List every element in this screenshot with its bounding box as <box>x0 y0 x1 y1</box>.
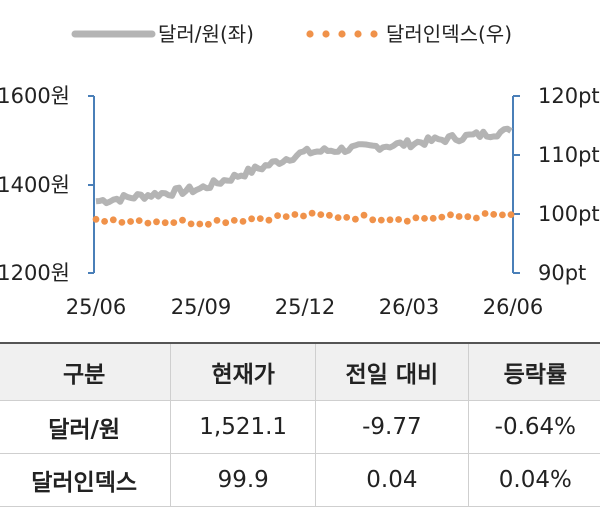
y-left-tick-label: 1200원 <box>0 261 70 285</box>
series-point-dxy <box>300 212 307 220</box>
series-point-dxy <box>265 216 273 224</box>
series-point-dxy <box>196 220 204 228</box>
series-point-dxy <box>326 211 333 219</box>
series-point-dxy <box>144 219 152 227</box>
series-point-dxy <box>153 218 160 226</box>
header-current-price: 현재가 <box>170 342 316 401</box>
cell-change-rate: 0.04% <box>467 453 600 507</box>
series-point-dxy <box>230 217 238 224</box>
series-point-dxy <box>213 217 221 224</box>
series-point-dxy <box>282 213 290 221</box>
y-right-tick-label: 100pt <box>538 202 600 226</box>
exchange-rate-chart: 달러/원(좌) 달러인덱스(우) 1600원 1400원 1200원 120pt… <box>0 22 600 319</box>
table-row: 달러인덱스 99.9 0.04 0.04% <box>0 453 600 507</box>
series-point-dxy <box>455 213 463 220</box>
legend-dots-dxy <box>306 30 378 38</box>
legend: 달러/원(좌) 달러인덱스(우) <box>71 22 512 46</box>
series-point-dxy <box>490 211 498 218</box>
series-point-dxy <box>438 213 446 221</box>
x-tick-label: 26/06 <box>483 295 544 319</box>
y-right-tick-label: 90pt <box>538 261 586 285</box>
y-right-tick-label: 110pt <box>538 143 600 167</box>
series-point-dxy <box>109 216 117 224</box>
x-tick-label: 25/06 <box>66 295 127 319</box>
header-category: 구분 <box>0 342 171 401</box>
series-point-dxy <box>291 211 299 218</box>
series-point-dxy <box>360 211 368 219</box>
y-left-tick-label: 1600원 <box>0 84 70 108</box>
row-label: 달러/원 <box>0 400 171 454</box>
series-point-dxy <box>205 220 212 228</box>
legend-label-dxy: 달러인덱스(우) <box>386 22 512 46</box>
series-point-dxy <box>118 219 126 226</box>
series-point-dxy <box>499 211 506 219</box>
series-point-dxy <box>464 213 472 221</box>
series-point-dxy <box>481 210 489 217</box>
series-point-dxy <box>507 211 515 219</box>
series-point-dxy <box>403 217 411 225</box>
series-point-dxy <box>421 215 428 222</box>
series-point-dxy <box>222 219 230 227</box>
series-layer <box>92 125 515 228</box>
series-point-dxy <box>127 218 134 225</box>
series-point-dxy <box>248 215 256 223</box>
row-label: 달러인덱스 <box>0 453 171 507</box>
y-left-tick-label: 1400원 <box>0 173 70 197</box>
series-point-dxy <box>135 217 143 225</box>
series-point-dxy <box>377 216 385 224</box>
x-tick-label: 25/09 <box>171 295 232 319</box>
table-header-row: 구분 현재가 전일 대비 등락률 <box>0 342 600 401</box>
y-right-tick-label: 120pt <box>538 84 600 108</box>
table-row: 달러/원 1,521.1 -9.77 -0.64% <box>0 400 600 454</box>
series-point-dxy <box>429 214 437 222</box>
cell-change-rate: -0.64% <box>467 400 600 454</box>
series-point-dxy <box>395 216 402 223</box>
series-point-dxy <box>92 215 100 223</box>
series-point-dxy <box>187 220 195 228</box>
series-point-dxy <box>274 212 281 220</box>
header-change-rate: 등락률 <box>467 342 600 401</box>
cell-current-price: 1,521.1 <box>170 400 316 454</box>
cell-current-price: 99.9 <box>170 453 316 507</box>
series-line-usdkrw <box>95 125 513 207</box>
cell-change: -9.77 <box>315 400 469 454</box>
axes <box>88 95 520 274</box>
series-point-dxy <box>101 218 108 225</box>
series-point-dxy <box>369 216 377 224</box>
series-point-dxy <box>447 211 454 219</box>
header-change: 전일 대비 <box>315 342 469 401</box>
series-point-dxy <box>179 216 186 224</box>
cell-change: 0.04 <box>315 453 469 507</box>
legend-label-usdkrw: 달러/원(좌) <box>158 22 254 46</box>
series-point-dxy <box>343 214 351 221</box>
series-point-dxy <box>170 219 178 227</box>
series-point-dxy <box>239 218 247 225</box>
series-point-dxy <box>308 209 316 217</box>
series-point-dxy <box>334 214 342 222</box>
series-point-dxy <box>161 219 169 227</box>
series-point-dxy <box>473 214 480 222</box>
series-point-dxy <box>352 215 359 223</box>
x-tick-label: 26/03 <box>379 295 440 319</box>
summary-table: 구분 현재가 전일 대비 등락률 달러/원 1,521.1 -9.77 -0.6… <box>0 342 600 507</box>
series-point-dxy <box>412 214 420 222</box>
x-tick-label: 25/12 <box>275 295 336 319</box>
series-point-dxy <box>317 211 325 219</box>
series-point-dxy <box>256 215 264 223</box>
series-point-dxy <box>386 216 394 224</box>
